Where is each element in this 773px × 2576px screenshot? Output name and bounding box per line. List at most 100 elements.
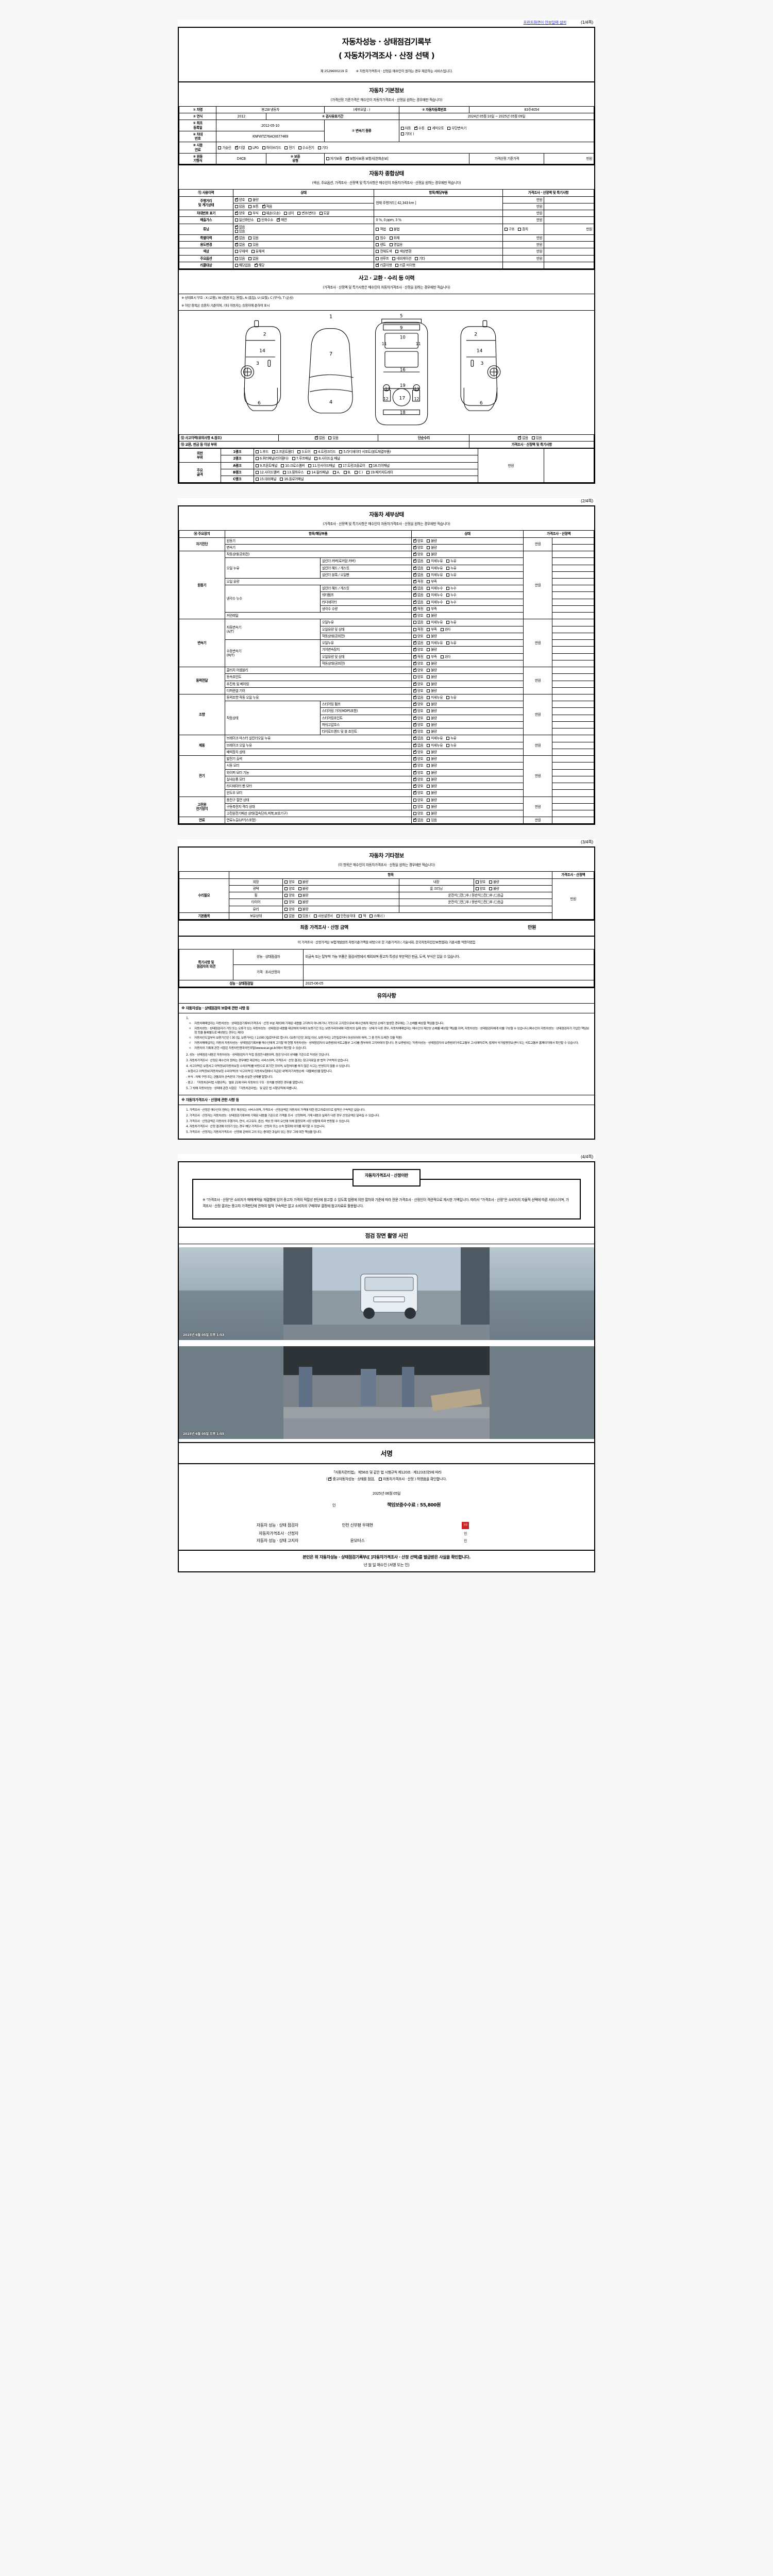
checkbox[interactable] xyxy=(284,901,288,904)
checkbox[interactable] xyxy=(413,634,416,638)
checkbox[interactable] xyxy=(282,470,286,474)
checkbox[interactable] xyxy=(376,263,379,267)
detail-state-option[interactable]: 미세누유 xyxy=(427,620,443,624)
checkbox[interactable] xyxy=(427,607,430,611)
checkbox[interactable] xyxy=(427,573,430,577)
checkbox[interactable] xyxy=(369,914,373,918)
part-option[interactable]: 10.크로스멤버 xyxy=(281,464,305,468)
checkbox[interactable] xyxy=(446,566,450,570)
print-setup-link[interactable]: 프린트화면이 안보일때 설치 xyxy=(523,20,567,25)
checkbox[interactable] xyxy=(255,450,259,454)
checkbox[interactable] xyxy=(255,464,259,467)
checkbox[interactable] xyxy=(297,450,301,454)
item-option[interactable]: 네비게이션 xyxy=(392,257,411,261)
fuel-option[interactable]: 가솔린 xyxy=(218,146,231,150)
detail-price-value[interactable] xyxy=(552,612,594,620)
detail-state-option[interactable]: 없음 xyxy=(413,743,424,748)
etc-option[interactable]: 불량 xyxy=(298,907,308,911)
part-option[interactable]: 14.필러패널( xyxy=(307,470,329,474)
overall-price-value[interactable] xyxy=(544,234,594,242)
checkbox[interactable] xyxy=(277,217,280,222)
etc-option[interactable]: 불량 xyxy=(489,887,499,891)
detail-price-value[interactable] xyxy=(552,809,594,818)
detail-state-option[interactable]: 불량 xyxy=(427,539,437,543)
checkbox[interactable] xyxy=(531,436,535,439)
detail-state-option[interactable]: 적정 xyxy=(413,606,424,611)
detail-state-option[interactable]: 양호 xyxy=(413,756,424,761)
checkbox[interactable] xyxy=(307,470,311,474)
detail-state-option[interactable]: 양호 xyxy=(413,661,424,666)
overall-price-value[interactable] xyxy=(544,210,594,217)
checkbox[interactable] xyxy=(428,126,431,130)
checkbox[interactable] xyxy=(298,146,301,149)
part-option[interactable]: 5.라디에이터 서포트(볼트체결부품) xyxy=(339,450,391,454)
detail-state-option[interactable]: 누수 xyxy=(446,586,457,590)
detail-state-option[interactable]: 미세누유 xyxy=(427,736,443,740)
detail-state-option[interactable]: 누유 xyxy=(446,696,457,700)
checkbox[interactable] xyxy=(234,205,238,208)
detail-price-value[interactable] xyxy=(552,591,594,599)
checkbox[interactable] xyxy=(248,236,252,240)
checkbox[interactable] xyxy=(427,709,430,713)
detail-price-value[interactable] xyxy=(552,680,594,688)
part-option[interactable]: 19.패키지트레이 xyxy=(366,470,393,474)
checkbox[interactable] xyxy=(248,212,252,215)
transmission-option[interactable]: 수동 xyxy=(414,126,425,130)
detail-state-option[interactable]: 불량 xyxy=(427,784,437,788)
checkbox[interactable] xyxy=(413,592,416,597)
detail-state-option[interactable]: 부족 xyxy=(427,655,437,659)
checkbox[interactable] xyxy=(446,560,450,563)
part-option[interactable]: 9.프론트패널 xyxy=(255,464,277,468)
checkbox[interactable] xyxy=(343,470,347,474)
checkbox[interactable] xyxy=(413,654,416,658)
overall-price-value[interactable] xyxy=(544,196,594,204)
part-option[interactable]: 11.인사이드패널 xyxy=(308,464,335,468)
etc-option[interactable]: 불량 xyxy=(298,893,308,897)
etc-right-free[interactable]: 운전석□전□후 / 동반석□전□후 /□응급 xyxy=(398,892,553,900)
checkbox-appraisal-performed[interactable] xyxy=(378,1477,382,1481)
checkbox[interactable] xyxy=(427,723,430,726)
detail-price-value[interactable] xyxy=(552,639,594,647)
detail-price-value[interactable] xyxy=(552,632,594,640)
checkbox[interactable] xyxy=(413,811,416,815)
checkbox[interactable] xyxy=(376,236,379,240)
checkbox[interactable] xyxy=(413,600,416,604)
state-option[interactable]: 매연 xyxy=(277,217,287,222)
detail-state-option[interactable]: 없음 xyxy=(413,620,424,624)
etc-option[interactable]: 불량 xyxy=(489,880,499,884)
basic-item-option[interactable]: 사용설명서 xyxy=(314,914,333,918)
checkbox[interactable] xyxy=(489,887,492,890)
detail-state-option[interactable]: 불량 xyxy=(427,750,437,754)
checkbox[interactable] xyxy=(254,263,258,267)
state-option[interactable]: 있음 xyxy=(234,257,245,261)
state-option[interactable]: 적음 xyxy=(262,204,272,209)
detail-state-option[interactable]: 불량 xyxy=(427,546,437,550)
detail-state-option[interactable]: 양호 xyxy=(413,784,424,788)
detail-state-option[interactable]: 양호 xyxy=(413,722,424,727)
detail-state-option[interactable]: 적정 xyxy=(413,654,424,659)
checkbox[interactable] xyxy=(413,722,416,726)
detail-state-option[interactable]: 없음 xyxy=(413,586,424,590)
part-option[interactable]: 18.리어패널 xyxy=(368,464,390,468)
checkbox[interactable] xyxy=(234,229,238,233)
detail-price-value[interactable] xyxy=(552,564,594,572)
checkbox[interactable] xyxy=(413,777,416,781)
detail-state-option[interactable]: 양호 xyxy=(413,729,424,734)
detail-state-option[interactable]: 불량 xyxy=(427,552,437,556)
checkbox[interactable] xyxy=(427,764,430,768)
state-option[interactable]: 부식 xyxy=(248,211,259,215)
state-option[interactable]: 상이 xyxy=(283,211,294,215)
transmission-other-option[interactable]: 기타( ) xyxy=(400,132,414,136)
checkbox[interactable] xyxy=(298,901,301,904)
detail-state-option[interactable]: 있음 xyxy=(427,818,437,822)
detail-state-option[interactable]: 불량 xyxy=(427,668,437,672)
item-option[interactable]: 리콜이행 xyxy=(376,263,392,267)
detail-state-option[interactable]: 불량 xyxy=(427,798,437,802)
simple-repair-option[interactable]: 있음 xyxy=(531,436,542,440)
checkbox[interactable] xyxy=(354,470,358,474)
checkbox[interactable] xyxy=(413,640,416,645)
checkbox[interactable] xyxy=(427,621,430,624)
detail-state-option[interactable]: 누유 xyxy=(446,743,457,748)
checkbox[interactable] xyxy=(413,628,416,631)
checkbox[interactable] xyxy=(376,243,379,247)
